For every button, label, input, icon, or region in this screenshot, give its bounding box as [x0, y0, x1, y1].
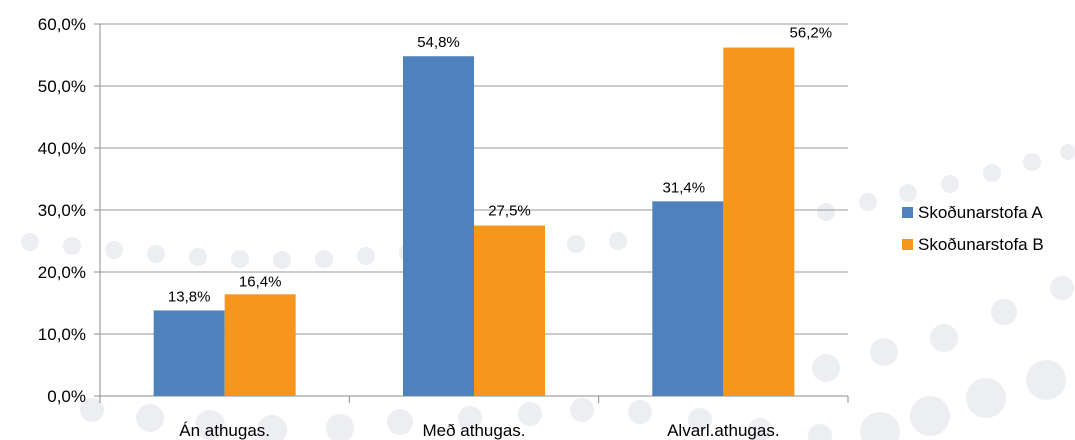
background-dot-pattern: [21, 144, 1075, 440]
bar-b-1: [224, 294, 296, 396]
background-dot: [609, 232, 627, 250]
data-label: 16,4%: [239, 273, 282, 290]
background-dot: [812, 354, 840, 382]
background-dot: [941, 175, 959, 193]
background-dot: [21, 233, 39, 251]
background-dot: [859, 193, 877, 211]
data-labels: 13,8% 16,4% 54,8% 27,5% 31,4% 56,2%: [168, 25, 832, 306]
background-dot: [817, 203, 835, 221]
bar-a-1: [153, 310, 225, 396]
background-dot: [1050, 276, 1074, 300]
background-dot: [567, 235, 585, 253]
background-dot: [326, 414, 354, 440]
background-dot: [748, 418, 772, 440]
x-axis: Án athugas. Með athugas. Alvarl.athugas.: [99, 396, 849, 440]
legend-label: Skoðunarstofa B: [918, 235, 1044, 254]
y-tick-label: 30,0%: [38, 201, 86, 220]
bar-a-2: [403, 56, 474, 397]
data-label: 56,2%: [790, 25, 833, 42]
background-dot: [518, 402, 542, 426]
background-dot: [1060, 144, 1075, 160]
background-dot: [105, 241, 123, 259]
background-dot: [991, 299, 1017, 325]
background-dot: [628, 400, 652, 424]
background-dot: [136, 404, 164, 432]
background-dot: [910, 396, 950, 436]
data-label: 31,4%: [663, 179, 706, 196]
y-tick-label: 60,0%: [38, 15, 86, 34]
background-dot: [387, 409, 413, 435]
background-dot: [1023, 153, 1041, 171]
background-dot: [195, 410, 225, 440]
background-dot: [870, 338, 898, 366]
background-dot: [688, 408, 712, 432]
background-dot: [899, 184, 917, 202]
x-category-label: Með athugas.: [422, 421, 525, 440]
background-dot: [570, 398, 594, 422]
background-dot: [147, 245, 165, 263]
bar-b-2: [474, 225, 545, 396]
legend: Skoðunarstofa A Skoðunarstofa B: [902, 203, 1044, 254]
background-dot: [1026, 360, 1066, 400]
background-dot: [860, 412, 900, 440]
background-dot: [808, 424, 832, 440]
background-dot: [189, 248, 207, 266]
background-dot: [63, 237, 81, 255]
data-label: 54,8%: [417, 34, 460, 51]
legend-swatch-a: [902, 207, 913, 218]
y-tick-label: 0,0%: [47, 387, 86, 406]
background-dot: [357, 247, 375, 265]
background-dot: [231, 250, 249, 268]
bars: [153, 47, 795, 397]
background-dot: [458, 406, 482, 430]
legend-label: Skoðunarstofa A: [918, 203, 1043, 222]
y-tick-label: 20,0%: [38, 263, 86, 282]
background-dot: [80, 398, 104, 422]
data-label: 27,5%: [488, 203, 531, 220]
bar-b-3: [723, 47, 795, 397]
data-label: 13,8%: [168, 288, 211, 305]
x-category-label: Alvarl.athugas.: [667, 421, 779, 440]
x-category-label: Án athugas.: [179, 421, 270, 440]
y-tick-label: 10,0%: [38, 325, 86, 344]
y-tick-label: 40,0%: [38, 139, 86, 158]
y-tick-label: 50,0%: [38, 77, 86, 96]
legend-swatch-b: [902, 239, 913, 250]
background-dot: [315, 250, 333, 268]
background-dot: [983, 164, 1001, 182]
background-dot: [257, 415, 287, 440]
background-dot: [273, 251, 291, 269]
background-dot: [966, 378, 1006, 418]
bar-a-3: [652, 201, 724, 396]
y-axis-tick-labels: 0,0% 10,0% 20,0% 30,0% 40,0% 50,0% 60,0%: [38, 15, 86, 406]
background-dot: [930, 324, 958, 352]
